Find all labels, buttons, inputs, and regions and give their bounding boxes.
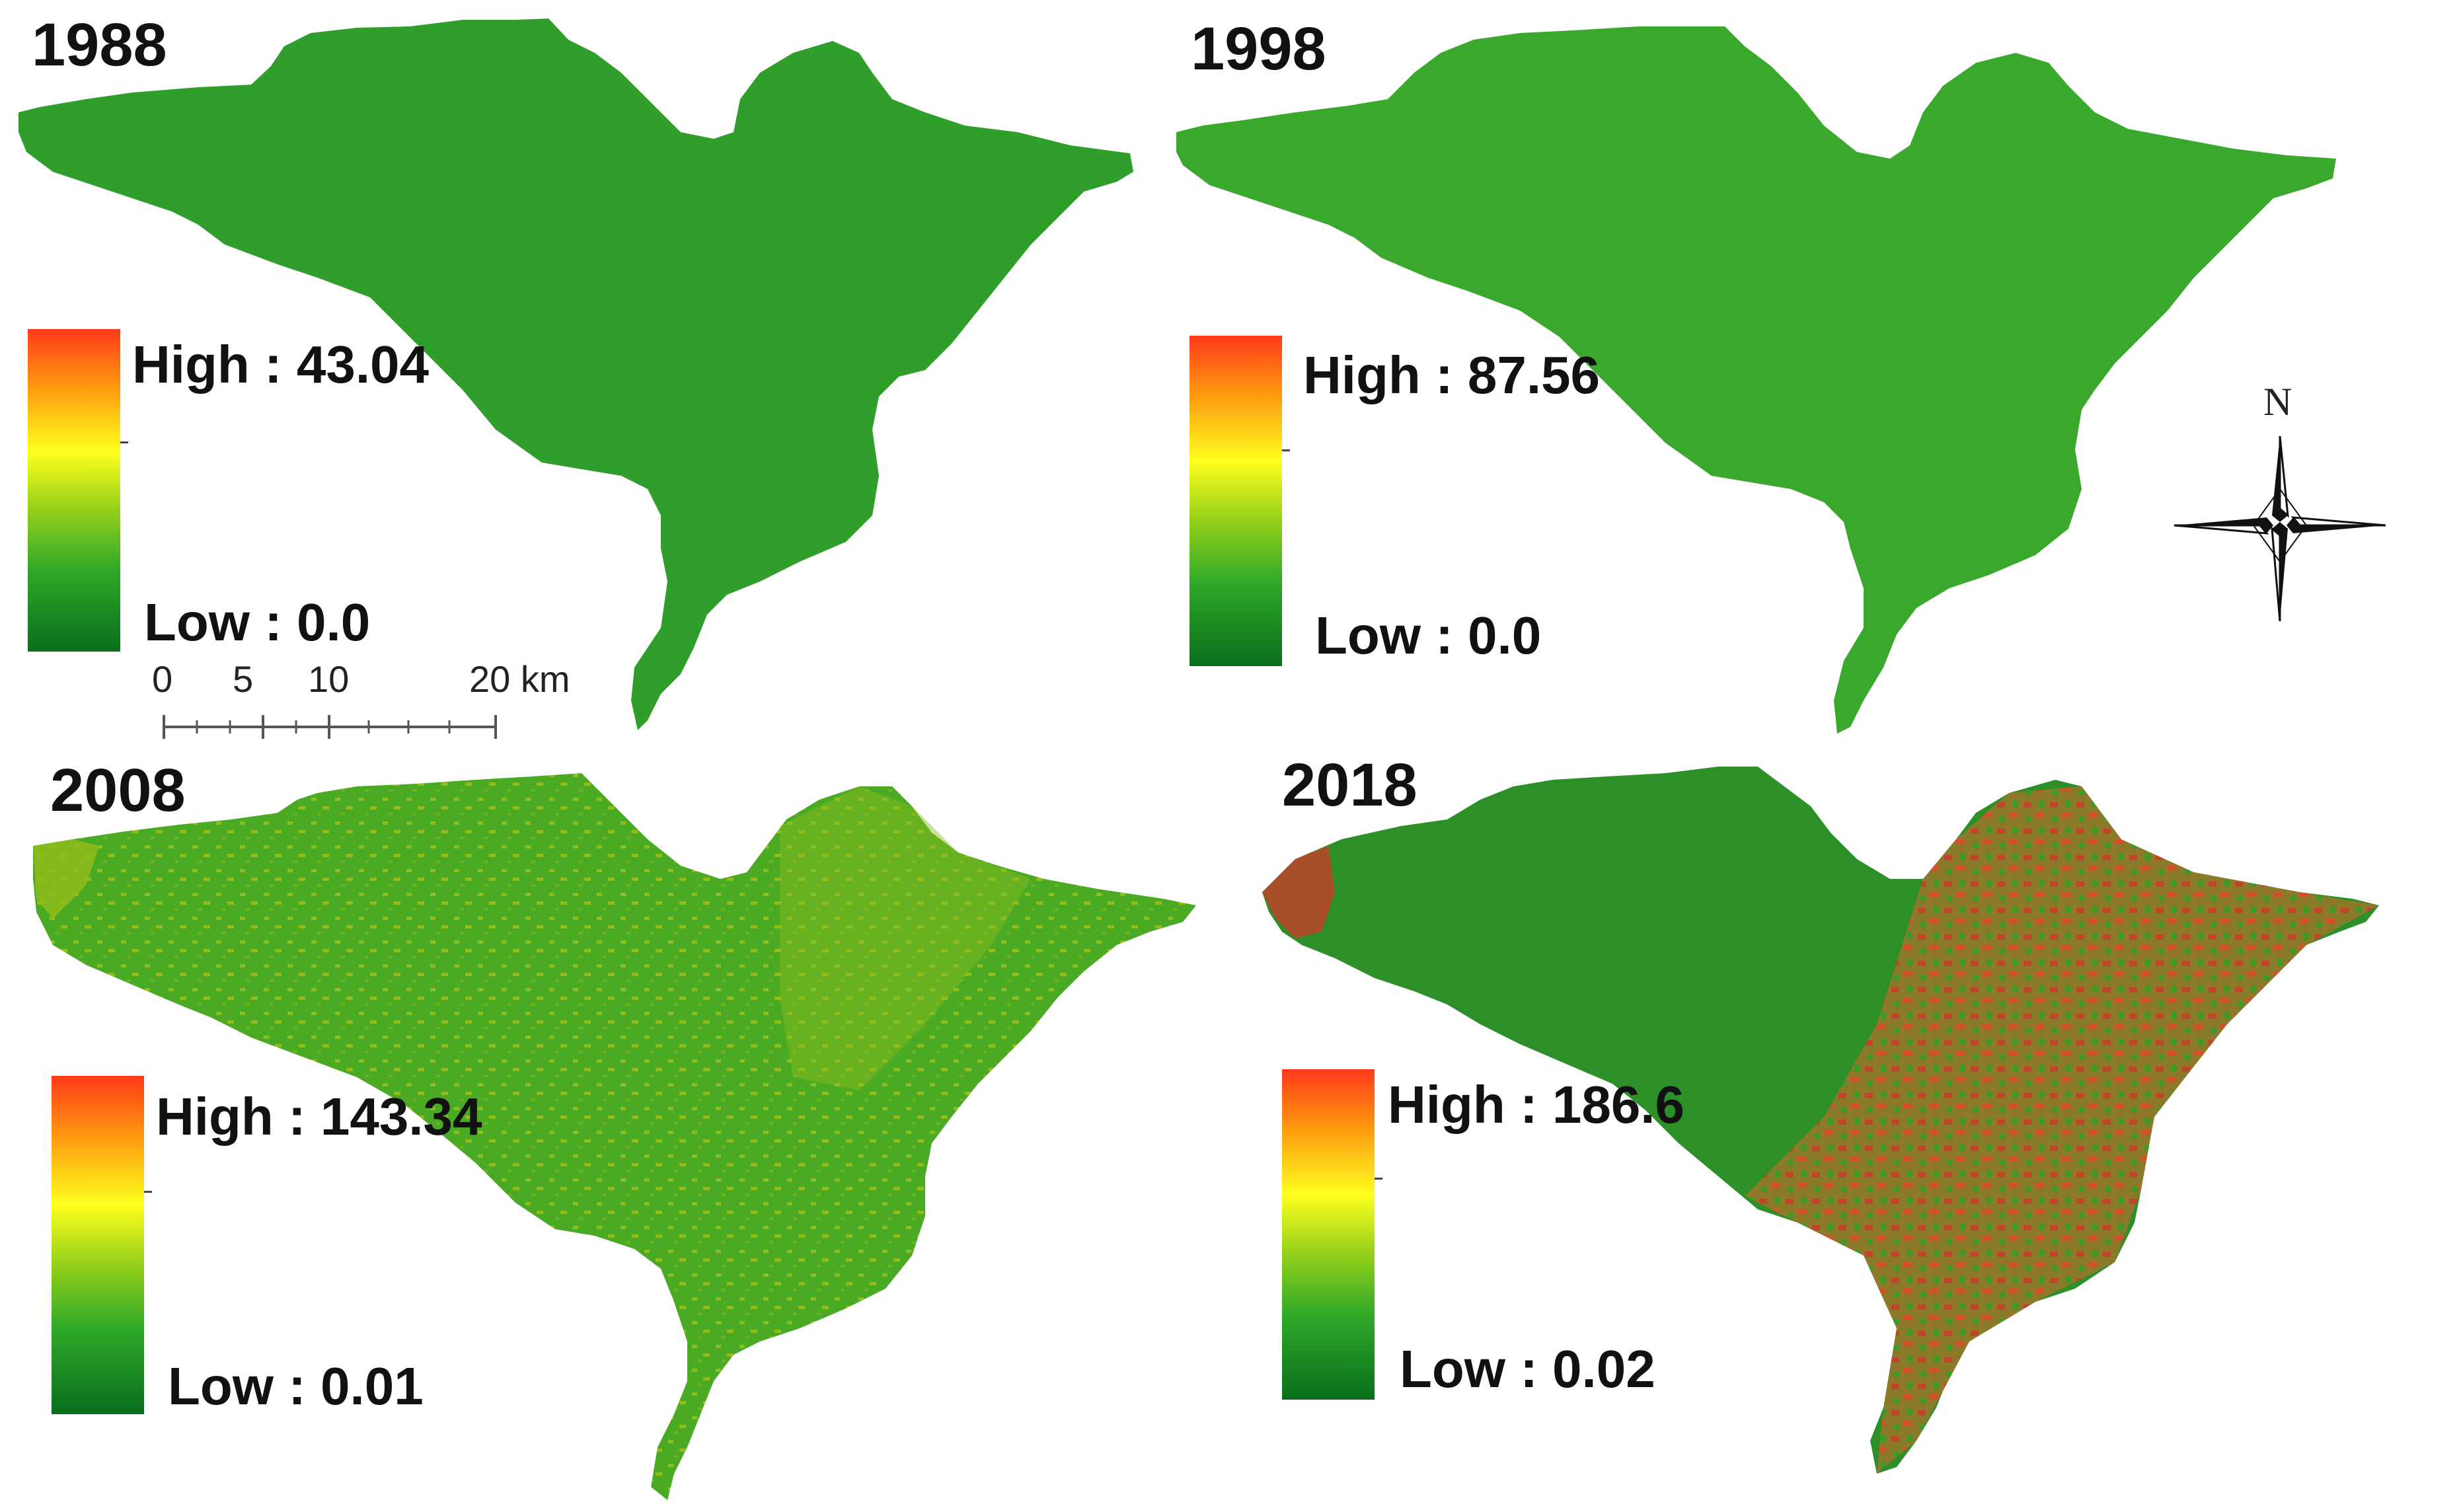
year-label: 1988 [32,11,167,79]
legend-color-ramp [1190,336,1282,666]
region-map-1998 [1176,26,2336,734]
panel-1988: 1988 High : 43.04 Low : 0.0 0 5 10 20 km [0,0,1163,747]
legend-high-label: High : 186.6 [1388,1075,1685,1134]
region-shape [1176,26,2336,734]
year-label: 1998 [1191,15,1326,83]
year-label: 2018 [1282,751,1418,819]
legend-color-ramp [1282,1069,1375,1400]
region-map-2018 [1262,767,2379,1474]
legend-tick [120,441,128,443]
region-shape [19,19,1133,730]
year-label: 2008 [50,757,186,824]
scale-bar [163,715,497,739]
scale-label-20km: 20 km [469,658,570,700]
region-map-2008 [33,773,1196,1500]
north-label: N [2263,380,2292,424]
scale-label-10: 10 [308,658,350,700]
legend-high-label: High : 143.34 [156,1087,482,1146]
legend-low-label: Low : 0.01 [168,1357,424,1416]
scale-label-5: 5 [233,658,254,700]
legend-low-label: Low : 0.02 [1400,1340,1655,1398]
legend-low-label: Low : 0.0 [1315,606,1542,665]
legend-color-ramp [52,1076,144,1414]
region-map-1988 [19,19,1133,730]
panel-2008: 2008 High : 143.34 Low : 0.01 [0,747,1229,1512]
north-arrow [2174,435,2386,622]
region-highlight [1262,846,1335,938]
legend-tick [1375,1178,1382,1180]
region-highlight [33,839,99,919]
legend-tick [1282,449,1290,451]
region-highlight [1745,786,2379,1474]
region-highlight [780,786,1031,1090]
scale-label-0: 0 [152,658,173,700]
legend-tick [144,1191,152,1193]
legend-high-label: High : 87.56 [1303,346,1601,404]
panel-2018: 2018 High : 186.6 Low : 0.02 [1229,747,2459,1512]
panel-1998: 1998 High : 87.56 Low : 0.0 N [1163,0,2459,747]
legend-low-label: Low : 0.0 [144,593,371,652]
legend-high-label: High : 43.04 [132,335,430,394]
region-shape [33,773,1196,1500]
legend-color-ramp [28,329,120,652]
